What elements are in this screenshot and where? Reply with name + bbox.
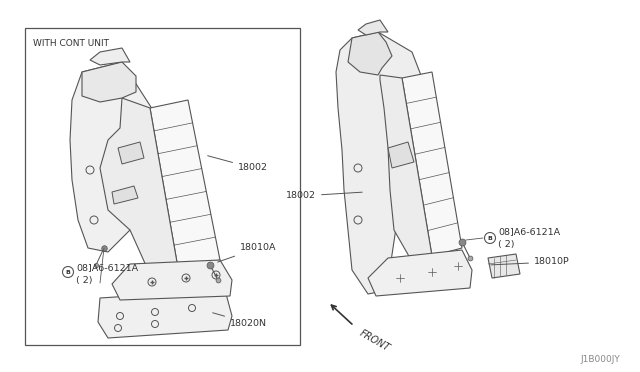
Text: 08]A6-6121A: 08]A6-6121A <box>76 263 138 273</box>
Polygon shape <box>82 62 136 102</box>
Text: 08]A6-6121A: 08]A6-6121A <box>498 228 560 237</box>
Text: 18010A: 18010A <box>218 244 276 262</box>
Polygon shape <box>100 98 178 270</box>
Polygon shape <box>112 186 138 204</box>
Text: B: B <box>65 269 70 275</box>
Polygon shape <box>336 32 422 294</box>
Text: WITH CONT UNIT: WITH CONT UNIT <box>33 39 109 48</box>
Polygon shape <box>118 142 144 164</box>
Text: 18002: 18002 <box>286 192 362 201</box>
Polygon shape <box>150 100 220 268</box>
Text: B: B <box>488 235 492 241</box>
Text: ( 2): ( 2) <box>76 276 93 285</box>
Bar <box>25 28 300 345</box>
Polygon shape <box>98 290 232 338</box>
Polygon shape <box>348 32 392 75</box>
Polygon shape <box>90 48 130 65</box>
Polygon shape <box>388 142 414 168</box>
Polygon shape <box>358 20 388 35</box>
Polygon shape <box>368 250 472 296</box>
Text: J1B000JY: J1B000JY <box>580 356 620 365</box>
Polygon shape <box>70 62 162 252</box>
Text: 18010P: 18010P <box>491 257 570 266</box>
Polygon shape <box>488 254 520 278</box>
Text: ( 2): ( 2) <box>498 240 515 248</box>
Text: 18002: 18002 <box>207 156 268 173</box>
Polygon shape <box>402 72 462 256</box>
Text: 18020N: 18020N <box>212 313 267 327</box>
Polygon shape <box>112 260 232 300</box>
Text: FRONT: FRONT <box>358 328 392 353</box>
Polygon shape <box>380 75 432 258</box>
